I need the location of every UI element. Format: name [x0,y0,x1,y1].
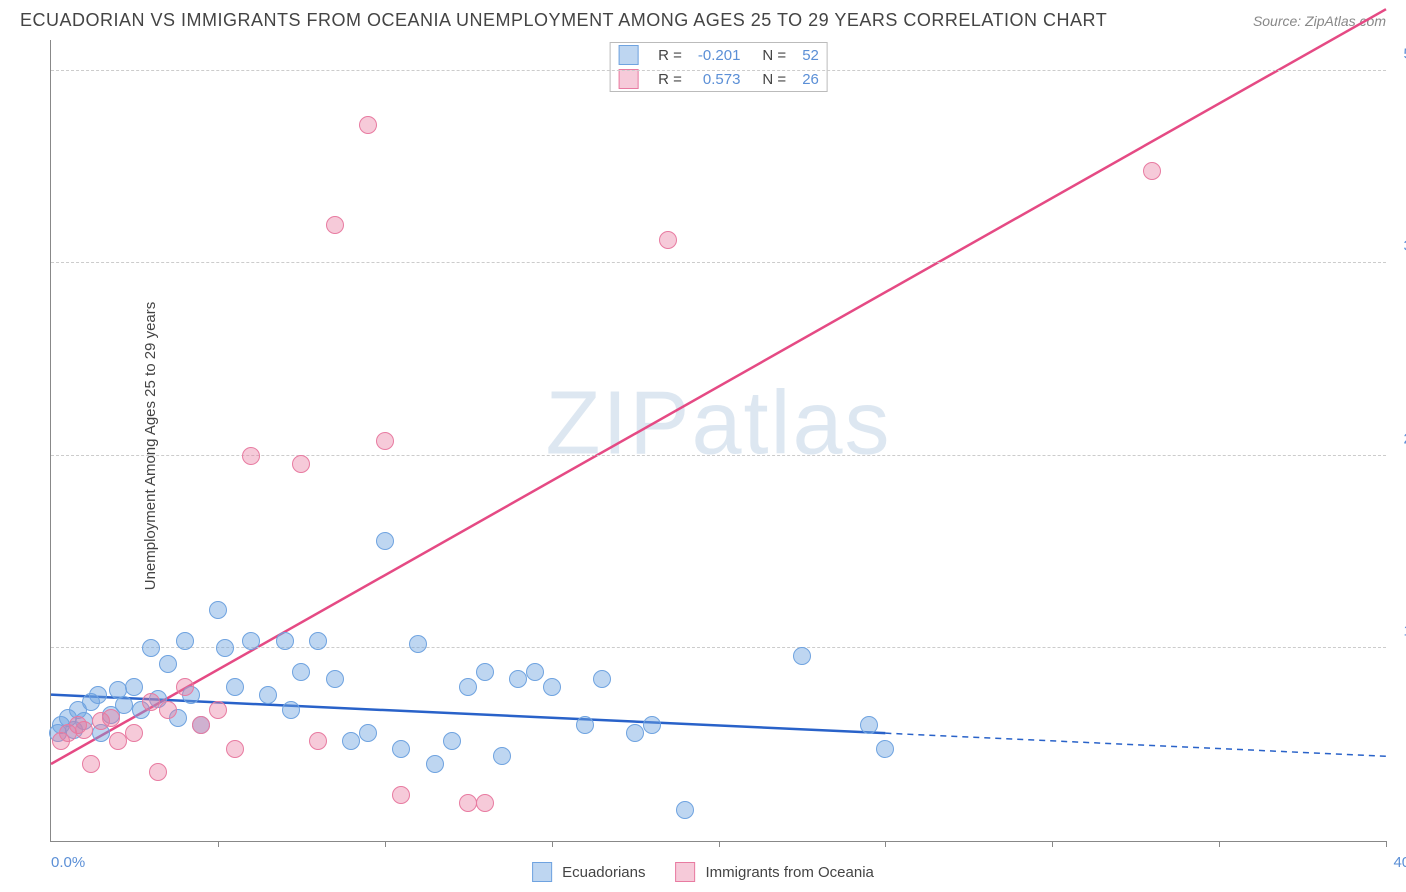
trend-line [51,9,1386,764]
watermark-atlas: atlas [691,374,891,474]
chart-container: ZIPatlas R = -0.201 N = 52 R = 0.573 N =… [50,40,1386,842]
data-point [359,116,377,134]
data-point [276,632,294,650]
data-point [659,231,677,249]
data-point [149,763,167,781]
data-point [209,701,227,719]
data-point [376,432,394,450]
legend-bottom: Ecuadorians Immigrants from Oceania [532,862,874,882]
data-point [282,701,300,719]
data-point [109,732,127,750]
data-point [359,724,377,742]
data-point [176,632,194,650]
data-point [392,740,410,758]
data-point [876,740,894,758]
data-point [292,663,310,681]
data-point [192,716,210,734]
data-point [209,601,227,619]
data-point [392,786,410,804]
data-point [142,639,160,657]
gridline [51,70,1386,71]
x-tick [1052,841,1053,847]
x-tick [1386,841,1387,847]
data-point [242,632,260,650]
legend-row: R = -0.201 N = 52 [610,43,827,67]
x-label-max: 40.0% [1393,854,1406,871]
data-point [493,747,511,765]
data-point [259,686,277,704]
data-point [793,647,811,665]
gridline [51,262,1386,263]
data-point [309,632,327,650]
legend-item: Ecuadorians [532,862,645,882]
data-point [342,732,360,750]
x-label-min: 0.0% [51,854,85,871]
legend-swatch [676,862,696,882]
data-point [443,732,461,750]
data-point [426,755,444,773]
x-tick [1219,841,1220,847]
watermark: ZIPatlas [545,373,891,476]
data-point [409,635,427,653]
chart-title: ECUADORIAN VS IMMIGRANTS FROM OCEANIA UN… [20,10,1107,31]
source-label: Source: ZipAtlas.com [1253,13,1386,29]
legend-item: Immigrants from Oceania [676,862,874,882]
trend-lines [51,40,1386,841]
data-point [75,721,93,739]
data-point [216,639,234,657]
legend-r-label: R = [650,43,690,67]
data-point [82,755,100,773]
legend-correlation: R = -0.201 N = 52 R = 0.573 N = 26 [609,42,828,92]
data-point [459,794,477,812]
data-point [176,678,194,696]
data-point [526,663,544,681]
data-point [476,794,494,812]
data-point [326,216,344,234]
data-point [860,716,878,734]
data-point [509,670,527,688]
data-point [326,670,344,688]
data-point [89,686,107,704]
data-point [292,455,310,473]
x-tick [719,841,720,847]
data-point [159,655,177,673]
data-point [593,670,611,688]
data-point [676,801,694,819]
x-tick [385,841,386,847]
x-tick [552,841,553,847]
legend-r-value: -0.201 [690,43,749,67]
legend-label: Immigrants from Oceania [706,864,874,881]
legend-label: Ecuadorians [562,864,645,881]
data-point [1143,162,1161,180]
data-point [543,678,561,696]
watermark-zip: ZIP [545,374,691,474]
legend-n-value: 52 [794,43,827,67]
data-point [626,724,644,742]
data-point [459,678,477,696]
data-point [226,678,244,696]
plot-area: ZIPatlas R = -0.201 N = 52 R = 0.573 N =… [50,40,1386,842]
data-point [142,693,160,711]
legend-n-label: N = [748,43,794,67]
data-point [226,740,244,758]
data-point [576,716,594,734]
legend-swatch [532,862,552,882]
legend-swatch [610,43,650,67]
x-tick [885,841,886,847]
data-point [125,678,143,696]
data-point [125,724,143,742]
data-point [476,663,494,681]
data-point [102,709,120,727]
trend-line-extension [885,733,1386,756]
x-tick [218,841,219,847]
data-point [242,447,260,465]
data-point [643,716,661,734]
data-point [159,701,177,719]
data-point [376,532,394,550]
data-point [309,732,327,750]
